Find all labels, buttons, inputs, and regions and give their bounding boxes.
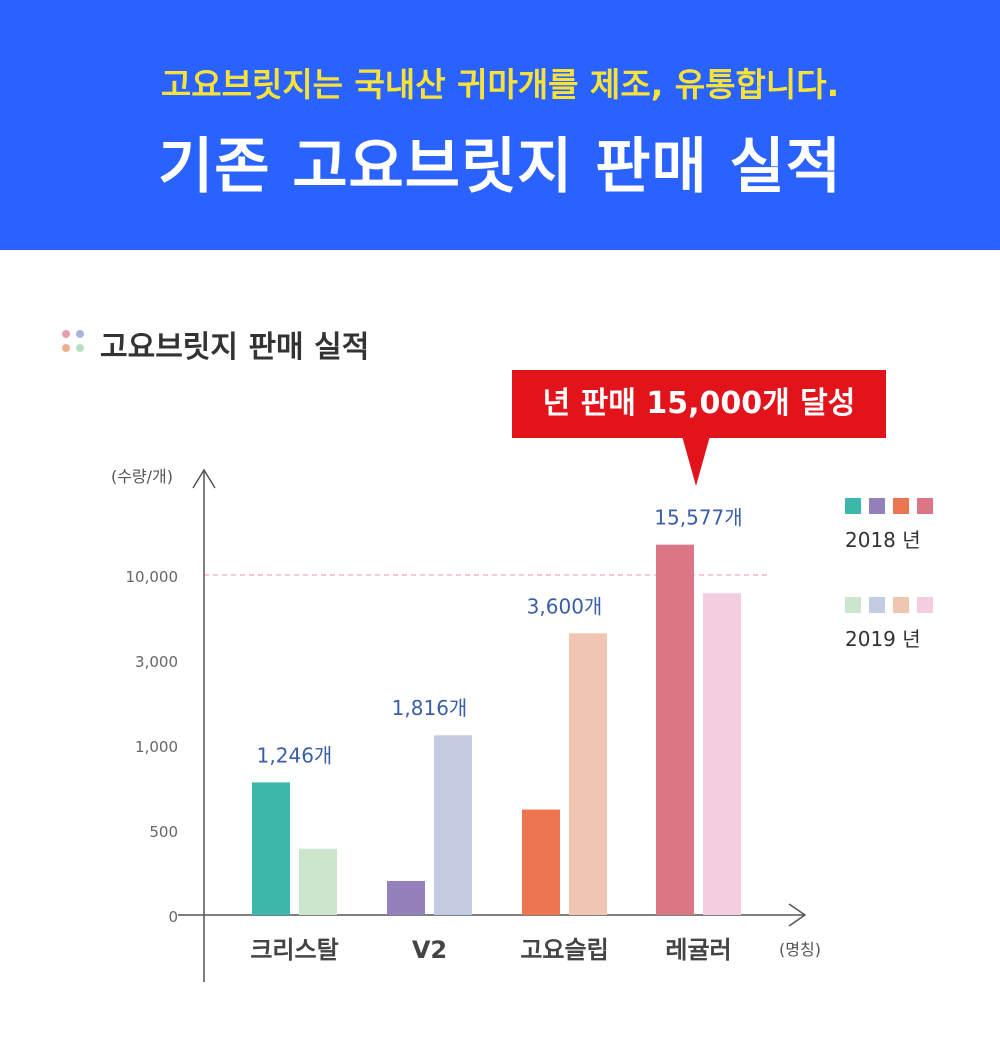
data-label: 1,816개 xyxy=(392,696,468,720)
category-label: V2 xyxy=(412,936,447,964)
x-axis-arrow xyxy=(788,903,807,927)
legend-swatch xyxy=(917,498,933,514)
dots-icon xyxy=(62,330,86,354)
x-unit-label: (명칭) xyxy=(779,940,821,959)
legend-label-2018: 2018 년 xyxy=(845,528,921,552)
legend-2018: 2018 년 xyxy=(845,498,941,552)
header-subtitle: 고요브릿지는 국내산 귀마개를 제조, 유통합니다. xyxy=(160,65,840,104)
y-tick-label: 0 xyxy=(168,908,178,926)
category-label: 크리스탈 xyxy=(250,936,338,964)
data-label: 3,600개 xyxy=(527,594,603,618)
category-label: 고요슬립 xyxy=(520,936,608,964)
legend-swatch xyxy=(869,498,885,514)
y-axis-arrow xyxy=(192,468,216,489)
legend-swatch xyxy=(869,597,885,613)
bar xyxy=(387,881,425,915)
data-label: 1,246개 xyxy=(257,743,333,767)
bar xyxy=(656,544,694,915)
legend-label-2019: 2019 년 xyxy=(845,627,921,651)
y-unit-label: (수량/개) xyxy=(111,467,173,486)
legend-2019: 2019 년 xyxy=(845,597,941,651)
section-title: 고요브릿지 판매 실적 xyxy=(100,330,370,365)
data-label: 15,577개 xyxy=(654,506,742,530)
bar xyxy=(434,735,472,915)
legend-swatch xyxy=(845,597,861,613)
legend-swatch xyxy=(917,597,933,613)
legend-swatch xyxy=(893,597,909,613)
header-banner: 고요브릿지는 국내산 귀마개를 제조, 유통합니다. 기존 고요브릿지 판매 실… xyxy=(0,0,1000,250)
header-title: 기존 고요브릿지 판매 실적 xyxy=(158,132,842,202)
y-tick-label: 10,000 xyxy=(126,568,179,586)
legend-swatch xyxy=(845,498,861,514)
y-tick-label: 1,000 xyxy=(135,738,178,756)
bar xyxy=(703,593,741,915)
sales-callout: 년 판매 15,000개 달성 xyxy=(512,370,886,438)
y-tick-label: 500 xyxy=(149,823,178,841)
category-label: 레귤러 xyxy=(665,936,731,964)
y-tick-label: 3,000 xyxy=(135,653,178,671)
legend-swatch xyxy=(893,498,909,514)
bar xyxy=(522,809,560,915)
bar xyxy=(569,633,607,915)
bar xyxy=(252,782,290,915)
bar xyxy=(299,848,337,915)
callout-pointer xyxy=(682,436,710,486)
